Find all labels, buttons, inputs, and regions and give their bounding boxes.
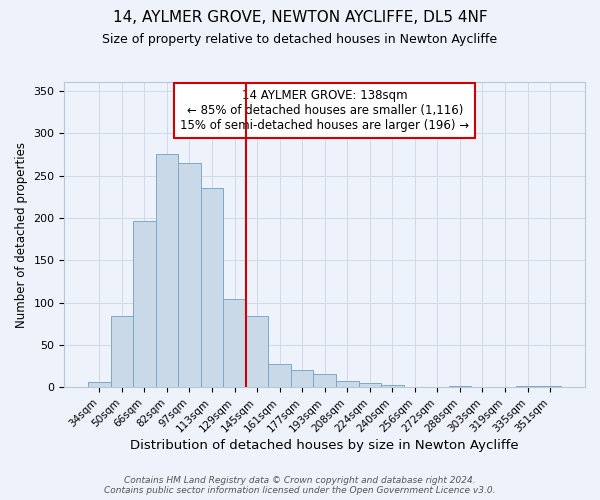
Bar — [539, 386, 562, 388]
Bar — [88, 382, 110, 388]
Bar — [516, 386, 539, 388]
Bar — [133, 222, 155, 388]
Bar — [268, 364, 291, 388]
Bar — [449, 386, 471, 388]
Bar — [246, 316, 268, 388]
Text: Contains HM Land Registry data © Crown copyright and database right 2024.
Contai: Contains HM Land Registry data © Crown c… — [104, 476, 496, 495]
Bar — [359, 383, 381, 388]
Bar — [110, 316, 133, 388]
Bar — [178, 163, 201, 388]
Bar — [494, 386, 516, 388]
Bar — [336, 382, 359, 388]
Bar — [201, 188, 223, 388]
Text: Size of property relative to detached houses in Newton Aycliffe: Size of property relative to detached ho… — [103, 32, 497, 46]
Y-axis label: Number of detached properties: Number of detached properties — [15, 142, 28, 328]
Text: 14 AYLMER GROVE: 138sqm
← 85% of detached houses are smaller (1,116)
15% of semi: 14 AYLMER GROVE: 138sqm ← 85% of detache… — [180, 88, 469, 132]
Bar — [155, 154, 178, 388]
X-axis label: Distribution of detached houses by size in Newton Aycliffe: Distribution of detached houses by size … — [130, 440, 519, 452]
Bar — [223, 300, 246, 388]
Text: 14, AYLMER GROVE, NEWTON AYCLIFFE, DL5 4NF: 14, AYLMER GROVE, NEWTON AYCLIFFE, DL5 4… — [113, 10, 487, 25]
Bar — [291, 370, 313, 388]
Bar — [313, 374, 336, 388]
Bar — [404, 386, 426, 388]
Bar — [381, 385, 404, 388]
